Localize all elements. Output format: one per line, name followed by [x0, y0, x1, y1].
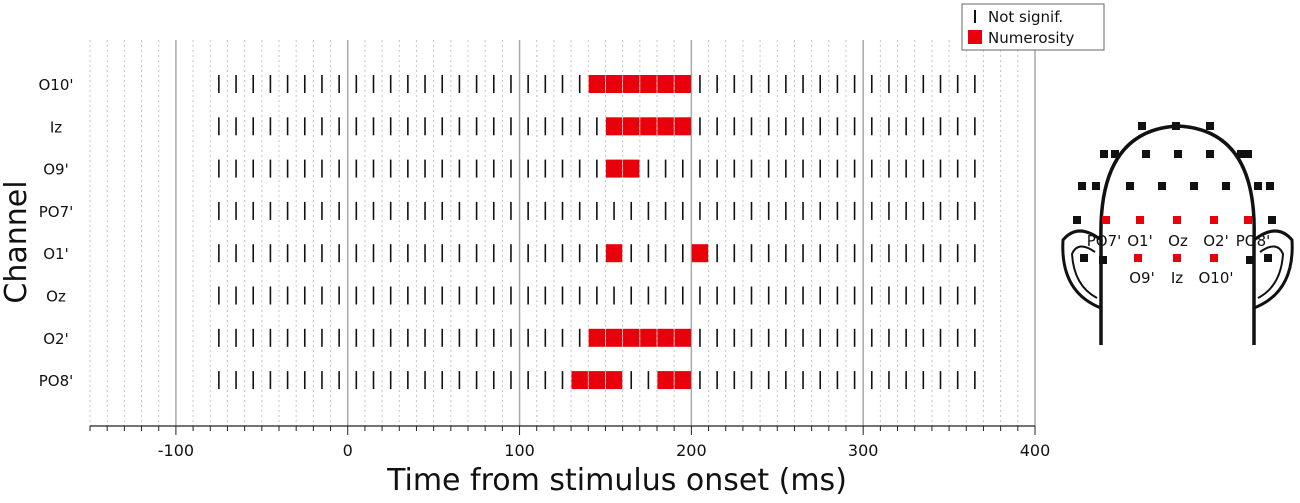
head-map: PO7' O1' Oz O2' PO8' O9' Iz O10'	[1061, 122, 1294, 345]
significant-marker	[691, 244, 709, 263]
channel-label: Iz	[50, 118, 62, 136]
highlighted-electrode-marker	[1173, 216, 1181, 224]
significant-marker	[623, 117, 640, 136]
highlighted-electrode-marker	[1210, 216, 1218, 224]
gridlines	[89, 40, 1036, 426]
channel-label: O2'	[43, 330, 68, 348]
electrode-marker	[1244, 150, 1252, 158]
electrode-label: Iz	[1171, 269, 1183, 287]
electrode-marker	[1268, 216, 1276, 224]
significant-marker	[657, 75, 674, 93]
left-ear-outline	[1061, 229, 1102, 310]
significant-marker	[605, 75, 623, 93]
legend: Not signif. Numerosity	[961, 3, 1105, 51]
legend-label-not-signif: Not signif.	[988, 8, 1063, 26]
significant-marker	[674, 75, 691, 93]
electrode-label: PO7'	[1087, 232, 1122, 250]
x-tick-label: 400	[1020, 441, 1051, 460]
x-tick-label: 100	[504, 441, 535, 460]
significant-marker	[605, 117, 623, 136]
electrode-label: O10'	[1198, 269, 1233, 287]
significant-marker	[588, 75, 606, 93]
significant-marker	[623, 159, 640, 178]
significant-marker	[588, 371, 606, 390]
highlighted-electrode-marker	[1102, 216, 1110, 224]
electrode-marker	[1099, 256, 1107, 264]
significant-marker	[657, 117, 674, 136]
significant-marker	[640, 75, 657, 93]
channel-label: Oz	[46, 288, 66, 306]
x-axis: -100 0 100 200 300 400	[89, 425, 1051, 460]
highlighted-electrode-marker	[1210, 254, 1218, 262]
significant-marker	[623, 328, 640, 347]
significant-marker	[588, 328, 606, 347]
right-ear-outline	[1253, 229, 1294, 310]
significant-marker	[674, 371, 691, 390]
channel-label: O1'	[43, 245, 68, 263]
legend-label-numerosity: Numerosity	[988, 29, 1074, 47]
electrode-marker	[1266, 182, 1274, 190]
electrode-marker	[1142, 150, 1150, 158]
significant-marker	[640, 328, 657, 347]
highlighted-electrode-marker	[1136, 216, 1144, 224]
electrode-label: PO8'	[1236, 232, 1271, 250]
electrode-marker	[1111, 150, 1119, 158]
significant-marker	[657, 371, 674, 390]
legend-box	[961, 3, 1105, 51]
electrode-label: Oz	[1168, 232, 1188, 250]
electrode-label: O1'	[1127, 232, 1152, 250]
significant-marker	[674, 117, 691, 136]
electrode-marker	[1246, 256, 1254, 264]
significant-marker	[605, 371, 623, 390]
electrode-marker	[1073, 216, 1081, 224]
x-axis-label: Time from stimulus onset (ms)	[386, 463, 847, 498]
significant-marker	[571, 371, 588, 390]
y-axis-labels: O10' Iz O9' PO7' O1' Oz O2' PO8'	[38, 76, 73, 390]
electrode-marker	[1237, 150, 1245, 158]
highlighted-electrode-marker	[1244, 216, 1252, 224]
y-axis-label: Channel	[0, 180, 34, 303]
channel-label: PO8'	[39, 372, 74, 390]
electrode-marker	[1138, 122, 1146, 130]
right-ear-inner	[1257, 245, 1285, 299]
left-ear-inner	[1070, 245, 1098, 299]
electrode-marker	[1126, 182, 1134, 190]
electrode-marker	[1100, 150, 1108, 158]
x-tick-label: -100	[158, 441, 194, 460]
electrode-marker	[1172, 122, 1180, 130]
electrode-marker	[1190, 182, 1198, 190]
electrode-label: O2'	[1203, 232, 1228, 250]
channel-label: PO7'	[39, 203, 74, 221]
channel-label: O10'	[38, 76, 73, 94]
electrode-marker	[1206, 150, 1214, 158]
x-tick-label: 200	[676, 441, 707, 460]
electrode-marker	[1206, 122, 1214, 130]
electrode-marker	[1092, 182, 1100, 190]
significant-marker	[623, 75, 640, 93]
electrode-marker	[1254, 182, 1262, 190]
electrode-marker	[1222, 182, 1230, 190]
electrode-marker	[1080, 254, 1088, 262]
electrode-marker	[1264, 254, 1272, 262]
significant-marker	[605, 328, 623, 347]
data-marks	[218, 75, 976, 390]
electrode-marker	[1174, 150, 1182, 158]
significant-marker	[657, 328, 674, 347]
significant-marker	[674, 328, 691, 347]
legend-square-icon	[968, 30, 982, 44]
electrode-label: O9'	[1129, 269, 1154, 287]
x-tick-label: 0	[343, 441, 353, 460]
electrode-marker	[1078, 182, 1086, 190]
x-tick-label: 300	[848, 441, 879, 460]
highlighted-electrode-marker	[1173, 254, 1181, 262]
significant-marker	[605, 244, 623, 263]
significant-marker	[605, 159, 623, 178]
channel-label: O9'	[43, 161, 68, 179]
electrode-marker	[1158, 182, 1166, 190]
highlighted-electrode-marker	[1134, 254, 1142, 262]
significant-marker	[640, 117, 657, 136]
